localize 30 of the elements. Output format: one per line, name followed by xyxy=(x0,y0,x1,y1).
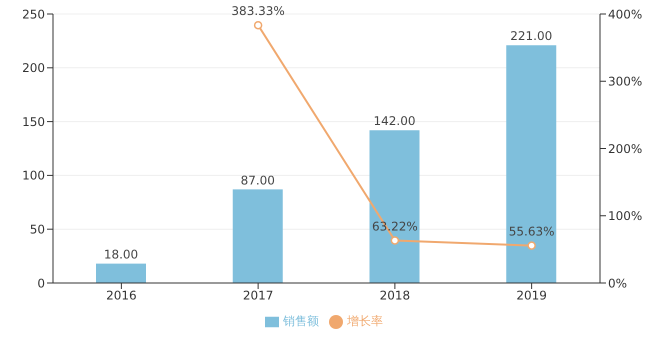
x-tick-label: 2016 xyxy=(106,288,137,303)
data-label: 55.63% xyxy=(508,224,555,239)
y2-tick-label: 200% xyxy=(608,142,642,156)
point xyxy=(390,236,400,245)
bar xyxy=(370,130,420,283)
y2-tick-label: 0% xyxy=(608,276,628,290)
y-tick-label: 200 xyxy=(22,61,45,76)
y-tick-label: 50 xyxy=(30,222,45,236)
data-label: 87.00 xyxy=(240,173,275,188)
x-tick-label: 2019 xyxy=(516,288,547,303)
legend-label: 销售额 xyxy=(283,314,319,328)
x-tick-label: 2017 xyxy=(242,288,274,303)
y-tick-label: 0 xyxy=(37,276,45,290)
y2-tick-label: 100% xyxy=(608,209,642,224)
bar xyxy=(506,45,556,283)
point xyxy=(254,20,262,30)
legend-label: 增长率 xyxy=(347,314,383,328)
data-label: 18.00 xyxy=(104,248,138,262)
data-label: 221.00 xyxy=(510,29,552,44)
point xyxy=(527,241,536,250)
bar xyxy=(232,189,283,283)
bar xyxy=(96,264,146,283)
y-tick-label: 100 xyxy=(22,168,45,183)
data-label: 383.33% xyxy=(231,4,285,18)
y-tick-label: 150 xyxy=(22,114,45,129)
data-label: 142.00 xyxy=(374,114,416,128)
y2-tick-label: 300% xyxy=(608,74,642,89)
y2-tick-label: 400% xyxy=(608,7,642,22)
y-tick-label: 250 xyxy=(22,7,45,22)
x-tick-label: 2018 xyxy=(380,288,410,303)
